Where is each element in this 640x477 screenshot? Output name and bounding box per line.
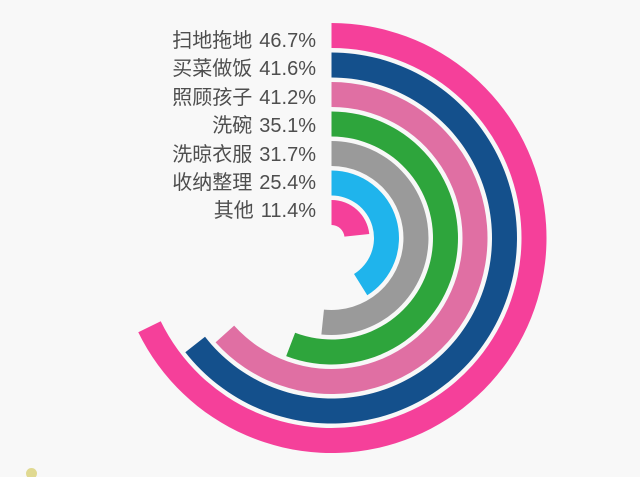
legend-item: 洗晾衣服 31.7%: [172, 141, 316, 169]
legend-item: 买菜做饭 41.6%: [172, 55, 316, 83]
legend-item: 洗碗 35.1%: [172, 112, 316, 140]
legend-item: 扫地拖地 46.7%: [172, 27, 316, 55]
legend-category-label: 洗晾衣服: [172, 143, 253, 166]
chart-ring-6: [331, 200, 370, 237]
legend-value-label: 41.6%: [259, 58, 316, 81]
chart-ring-4: [321, 141, 429, 336]
chart-legend: 扫地拖地 46.7% 买菜做饭 41.6% 照顾孩子 41.2% 洗碗 35.1% 洗晾…: [172, 27, 316, 226]
legend-item: 收纳整理 25.4%: [172, 169, 316, 197]
legend-category-label: 照顾孩子: [172, 86, 253, 109]
chart-ring-2: [215, 82, 488, 394]
legend-category-label: 收纳整理: [172, 172, 253, 195]
bottom-left-speck: [26, 468, 37, 477]
legend-value-label: 46.7%: [259, 30, 316, 52]
legend-category-label: 买菜做饭: [172, 58, 253, 81]
chart-ring-3: [286, 111, 458, 365]
legend-value-label: 31.7%: [259, 143, 316, 166]
chart-ring-5: [331, 170, 399, 296]
legend-value-label: 35.1%: [259, 115, 316, 138]
legend-item: 其他 11.4%: [172, 197, 316, 225]
legend-value-label: 25.4%: [259, 172, 316, 195]
legend-value-label: 41.2%: [259, 86, 316, 109]
legend-category-label: 扫地拖地: [172, 30, 253, 52]
legend-category-label: 其他: [213, 200, 254, 223]
legend-value-label: 11.4%: [260, 200, 316, 223]
legend-item: 照顾孩子 41.2%: [172, 84, 316, 112]
legend-category-label: 洗碗: [212, 115, 253, 138]
